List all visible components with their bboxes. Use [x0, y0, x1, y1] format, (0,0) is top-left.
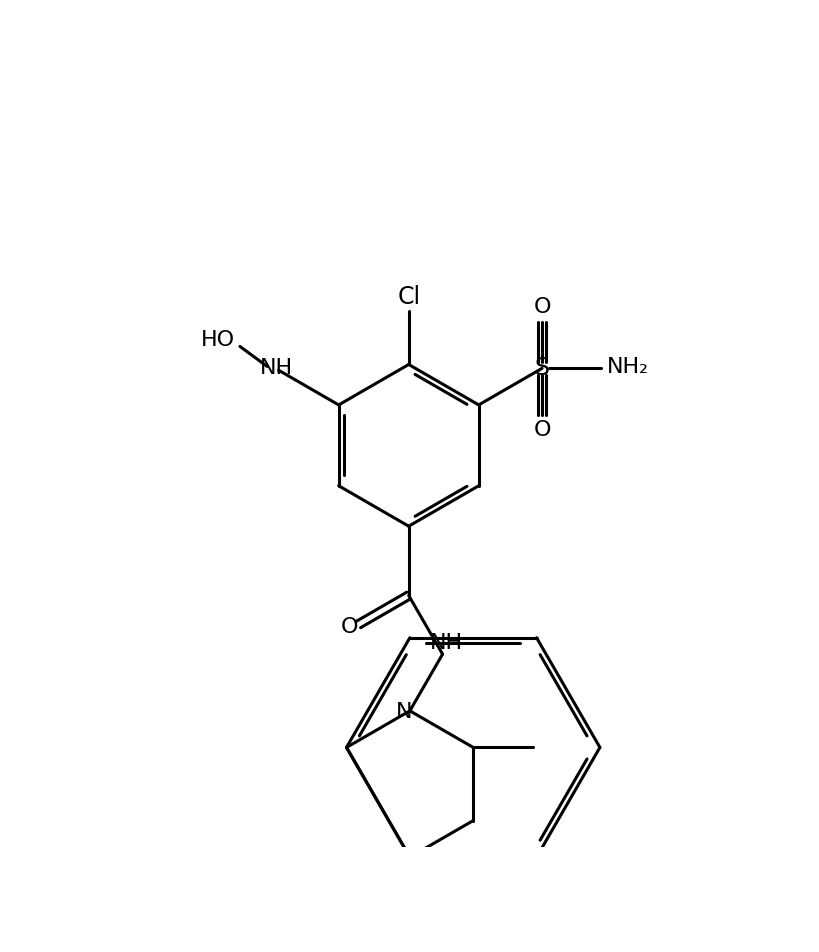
Text: O: O [532, 420, 550, 440]
Text: NH: NH [260, 358, 292, 378]
Text: NH₂: NH₂ [606, 357, 648, 377]
Text: O: O [532, 297, 550, 317]
Text: Cl: Cl [396, 285, 420, 308]
Text: NH: NH [429, 633, 463, 653]
Text: O: O [340, 618, 358, 638]
Text: N: N [395, 703, 411, 723]
Text: HO: HO [201, 330, 235, 350]
Text: S: S [534, 356, 549, 381]
